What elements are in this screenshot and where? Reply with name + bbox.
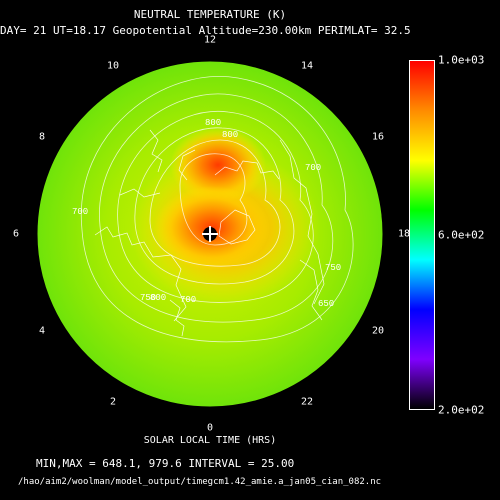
contour-label: 650 [318, 299, 334, 309]
contour-label: 800 [150, 293, 166, 303]
hour-label-0: 0 [206, 422, 214, 434]
colorbar-tick-mid: 6.0e+02 [438, 228, 485, 242]
coastlines [94, 129, 325, 337]
hour-label-8: 8 [38, 131, 45, 143]
disc-border [36, 60, 384, 408]
chart-subtitle: DAY= 21 UT=18.17 Geopotential Altitude=2… [0, 24, 411, 37]
hour-label-10: 10 [106, 60, 120, 72]
contour-label: 800 [222, 130, 238, 140]
contour-label: 800 [205, 118, 221, 128]
pole-marker [202, 226, 218, 242]
chart-title: NEUTRAL TEMPERATURE (K) [133, 8, 287, 21]
contour-label: 700 [305, 163, 321, 173]
hour-label-2: 2 [109, 396, 117, 408]
hour-label-20: 20 [371, 325, 385, 337]
hour-label-22: 22 [300, 396, 314, 408]
hour-label-18: 18 [397, 228, 411, 240]
contour-label: 700 [72, 207, 88, 217]
hour-label-4: 4 [38, 325, 45, 337]
hour-label-14: 14 [300, 60, 314, 72]
min-max-readout: MIN,MAX = 648.1, 979.6 INTERVAL = 25.00 [36, 457, 295, 470]
contour-lines [80, 76, 354, 343]
file-path: /hao/aim2/woolman/model_output/timegcm1.… [18, 477, 382, 487]
hour-label-6: 6 [12, 228, 20, 240]
hour-label-16: 16 [371, 131, 385, 143]
colorbar-tick-min: 2.0e+02 [438, 403, 485, 417]
contour-label: 750 [140, 293, 156, 303]
colorbar-tick-max: 1.0e+03 [438, 53, 485, 67]
colorbar [409, 60, 435, 410]
x-axis-label: SOLAR LOCAL TIME (HRS) [143, 435, 277, 446]
contour-label: 700 [180, 295, 196, 305]
contour-label: 750 [325, 263, 341, 273]
hour-label-12: 12 [203, 34, 217, 46]
